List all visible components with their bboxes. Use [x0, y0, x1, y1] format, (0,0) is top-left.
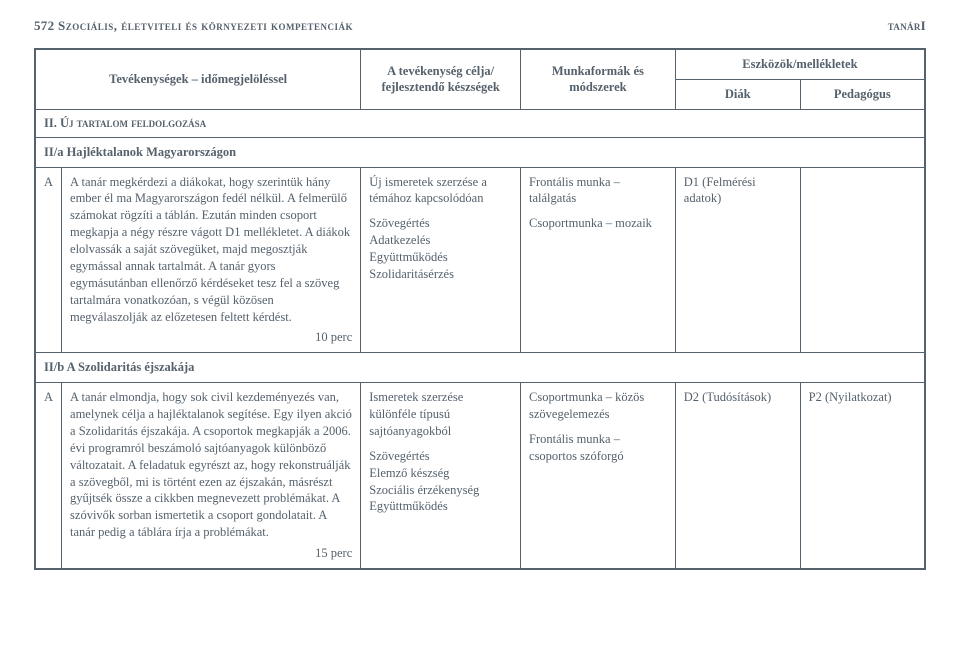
- row-a-tev-text: A tanár megkérdezi a diákokat, hogy szer…: [70, 175, 350, 324]
- header-right: tanárI: [888, 18, 926, 34]
- row-b-cel-2: Szövegértés: [369, 448, 512, 465]
- row-a-cel-5: Szolidaritásérzés: [369, 266, 512, 283]
- row-b-diak: D2 (Tudósítások): [675, 383, 800, 569]
- head-eszk: Eszközök/mellékletek: [675, 49, 925, 79]
- row-a-time: 10 perc: [70, 329, 352, 346]
- row-b-tev-text: A tanár elmondja, hogy sok civil kezdemé…: [70, 390, 352, 539]
- row-a-cel: Új ismeretek szerzése a témához kapcsoló…: [361, 167, 521, 353]
- sub-a-title-row: II/a Hajléktalanok Magyarországon: [35, 137, 925, 167]
- row-a-diak: D1 (Felmérési adatok): [675, 167, 800, 353]
- row-a-munka: Frontális munka – találgatás Csoportmunk…: [521, 167, 676, 353]
- section-ii-label: II. Új tartalom feldolgozása: [35, 109, 925, 137]
- head-munka: Munkaformák és módszerek: [521, 49, 676, 109]
- row-b-cel-3: Elemző készség: [369, 465, 512, 482]
- sub-b-title: II/b A Szolidaritás éjszakája: [35, 353, 925, 383]
- row-b-cel-5: Együttműködés: [369, 498, 512, 515]
- head-tev: Tevékenységek – időmegjelöléssel: [35, 49, 361, 109]
- row-a-cel-1: Új ismeretek szerzése a témához kapcsoló…: [369, 174, 512, 208]
- row-a-tev: A tanár megkérdezi a diákokat, hogy szer…: [62, 167, 361, 353]
- row-a: A A tanár megkérdezi a diákokat, hogy sz…: [35, 167, 925, 353]
- page-header: 572 Szociális, életviteli és környezeti …: [34, 18, 926, 34]
- sub-b-title-row: II/b A Szolidaritás éjszakája: [35, 353, 925, 383]
- row-a-cel-4: Együttműködés: [369, 249, 512, 266]
- row-b-cel-1: Ismeretek szerzése különféle típusú sajt…: [369, 389, 512, 440]
- row-a-munka-2: Csoportmunka – mozaik: [529, 215, 667, 232]
- header-left-text: Szociális, életviteli és környezeti komp…: [58, 18, 353, 33]
- section-row-ii: II. Új tartalom feldolgozása: [35, 109, 925, 137]
- row-b-ped: P2 (Nyilatkozat): [800, 383, 925, 569]
- row-b-cel: Ismeretek szerzése különféle típusú sajt…: [361, 383, 521, 569]
- table-head: Tevékenységek – időmegjelöléssel A tevék…: [35, 49, 925, 109]
- row-b-munka-1: Csoportmunka – közös szövegelemezés: [529, 389, 667, 423]
- sub-a-title: II/a Hajléktalanok Magyarországon: [35, 137, 925, 167]
- row-b-cel-4: Szociális érzékenység: [369, 482, 512, 499]
- row-a-munka-1: Frontális munka – találgatás: [529, 174, 667, 208]
- row-a-label: A: [35, 167, 62, 353]
- row-a-ped: [800, 167, 925, 353]
- row-a-cel-3: Adatkezelés: [369, 232, 512, 249]
- row-b-label: A: [35, 383, 62, 569]
- row-b-tev: A tanár elmondja, hogy sok civil kezdemé…: [62, 383, 361, 569]
- row-b-time: 15 perc: [70, 545, 352, 562]
- row-b-munka-2: Frontális munka – csoportos szóforgó: [529, 431, 667, 465]
- page-number: 572: [34, 18, 54, 33]
- row-b-munka: Csoportmunka – közös szövegelemezés Fron…: [521, 383, 676, 569]
- head-cel: A tevékenység célja/ fejlesztendő készsé…: [361, 49, 521, 109]
- row-a-cel-2: Szövegértés: [369, 215, 512, 232]
- section-ii-text: II. Új tartalom feldolgozása: [44, 116, 206, 130]
- row-b: A A tanár elmondja, hogy sok civil kezde…: [35, 383, 925, 569]
- head-ped: Pedagógus: [800, 79, 925, 109]
- head-diak: Diák: [675, 79, 800, 109]
- header-left: 572 Szociális, életviteli és környezeti …: [34, 18, 353, 34]
- main-table: Tevékenységek – időmegjelöléssel A tevék…: [34, 48, 926, 570]
